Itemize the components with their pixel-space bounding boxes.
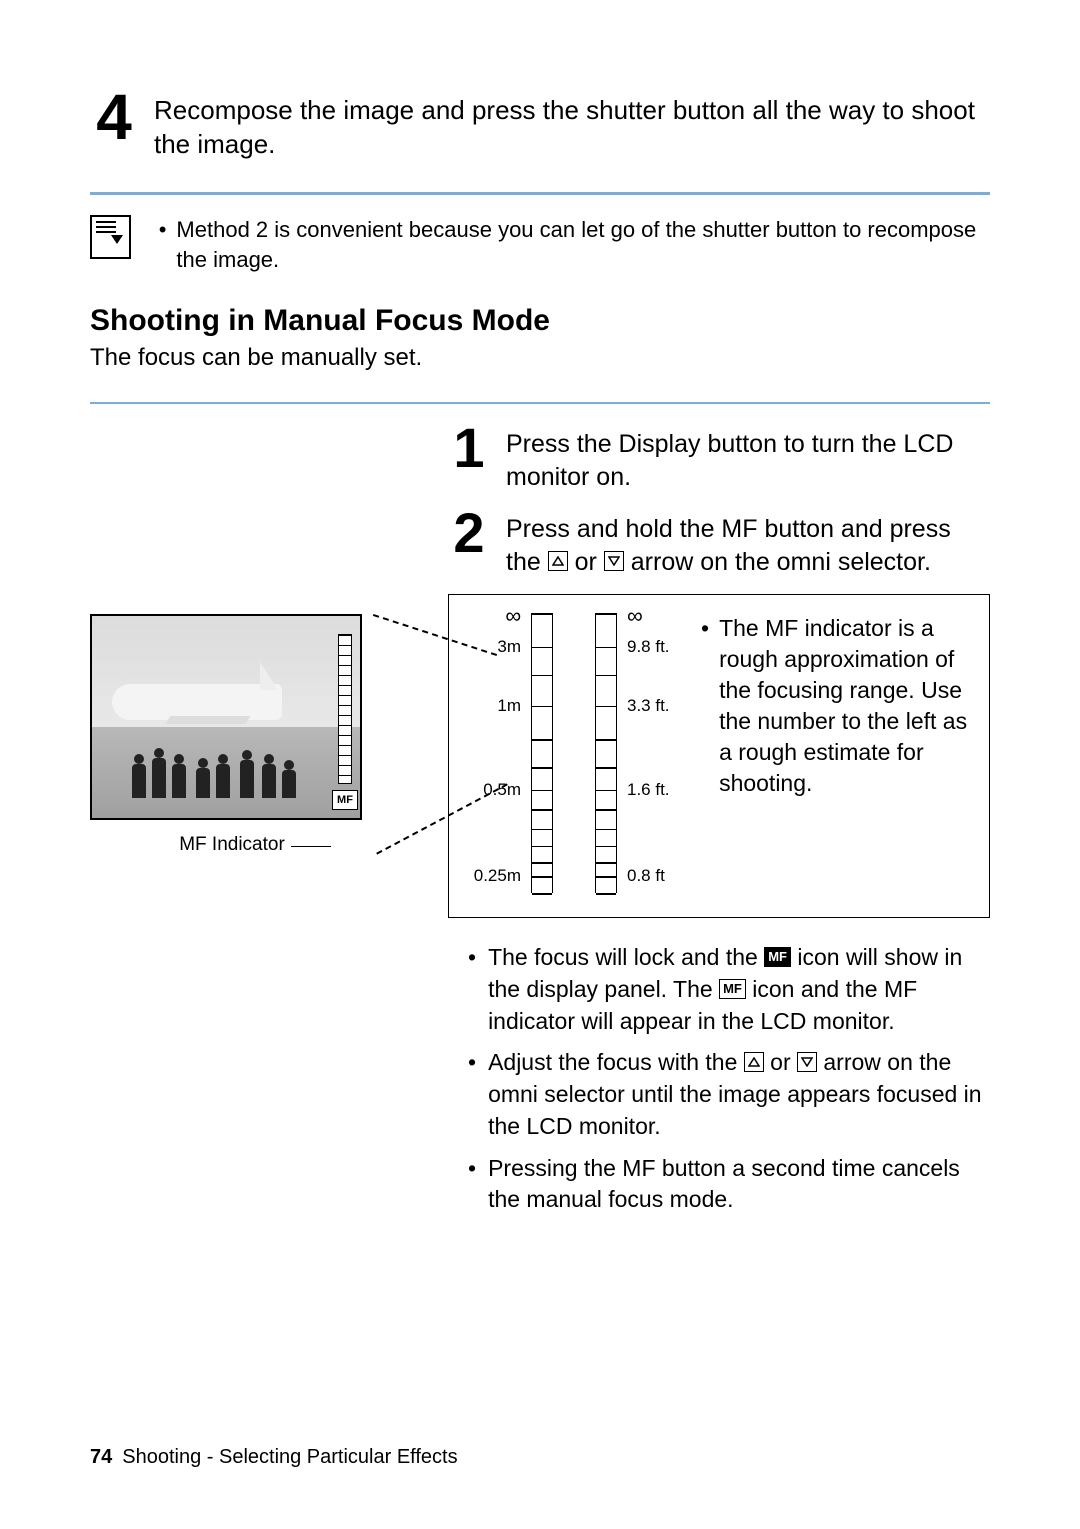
up-arrow-icon: [548, 551, 568, 571]
footer-text: Shooting - Selecting Particular Effects: [122, 1446, 457, 1468]
left-column: MF MF Indicator: [90, 424, 420, 1226]
mf-badge-icon: MF: [332, 790, 358, 810]
note-text: Method 2 is convenient because you can l…: [159, 215, 990, 277]
down-arrow-icon: [797, 1052, 817, 1072]
note-row: Method 2 is convenient because you can l…: [90, 215, 990, 277]
info-bullets: The focus will lock and the MF icon will…: [448, 942, 990, 1216]
scale-bar-imperial: [595, 613, 617, 893]
mf-scale-overlay: [338, 634, 352, 784]
note-icon: [90, 215, 131, 259]
scale-labels-imperial: ∞9.8 ft.3.3 ft.1.6 ft.0.8 ft: [627, 613, 679, 893]
bullet-3: Pressing the MF button a second time can…: [448, 1153, 990, 1216]
step-1: 1 Press the Display button to turn the L…: [448, 424, 990, 493]
step-2-text: Press and hold the MF button and press t…: [506, 509, 990, 578]
step-2: 2 Press and hold the MF button and press…: [448, 509, 990, 578]
up-arrow-icon: [744, 1052, 764, 1072]
mf-scale-diagram: ∞3m1m0.5m0.25m ∞9.8 ft.3.3 ft.1.6 ft.0.8…: [448, 594, 990, 918]
section-heading: Shooting in Manual Focus Mode: [90, 304, 990, 338]
lcd-preview: MF: [90, 614, 362, 820]
down-arrow-icon: [604, 551, 624, 571]
divider: [90, 402, 990, 404]
scale-bar-metric: [531, 613, 553, 893]
page: 4 Recompose the image and press the shut…: [0, 0, 1080, 1529]
step-1-text: Press the Display button to turn the LCD…: [506, 424, 990, 493]
page-number: 74: [90, 1446, 112, 1468]
bullet-1: The focus will lock and the MF icon will…: [448, 942, 990, 1037]
divider: [90, 192, 990, 195]
mf-dark-icon: MF: [764, 947, 791, 967]
mf-light-icon: MF: [719, 979, 746, 999]
step-1-number: 1: [448, 424, 490, 472]
bullet-2: Adjust the focus with the or arrow on th…: [448, 1047, 990, 1142]
scale-labels-metric: ∞3m1m0.5m0.25m: [469, 613, 521, 893]
step-2-number: 2: [448, 509, 490, 557]
page-footer: 74 Shooting - Selecting Particular Effect…: [90, 1446, 458, 1469]
right-column: 1 Press the Display button to turn the L…: [448, 424, 990, 1226]
mf-indicator-label: MF Indicator: [90, 834, 420, 856]
step-4: 4 Recompose the image and press the shut…: [90, 90, 990, 162]
scale-description: The MF indicator is a rough approximatio…: [701, 613, 969, 893]
step-4-number: 4: [90, 90, 138, 144]
manual-focus-content: MF MF Indicator 1 Press the Display butt…: [90, 424, 990, 1226]
step-4-text: Recompose the image and press the shutte…: [154, 90, 990, 162]
section-intro: The focus can be manually set.: [90, 344, 990, 372]
